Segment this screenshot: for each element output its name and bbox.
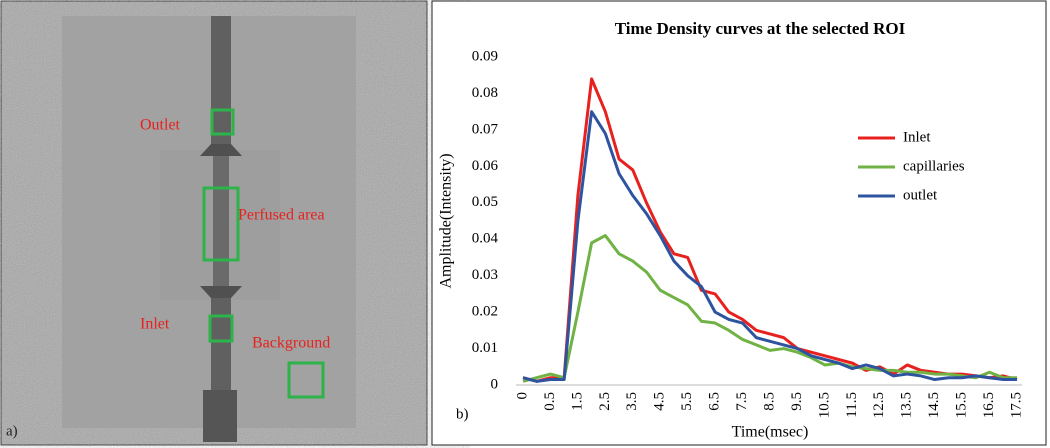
x-tick-label: 0: [514, 392, 530, 400]
chart-frame: [431, 0, 1047, 446]
legend-label: capillaries: [903, 158, 965, 174]
vessel: [211, 16, 231, 146]
legend-label: Inlet: [903, 129, 931, 145]
panel-label: a): [6, 423, 18, 439]
y-tick-label: 0.02: [472, 304, 498, 320]
x-tick-label: 13.5: [899, 392, 915, 418]
vessel: [211, 298, 231, 390]
x-tick-label: 2.5: [597, 392, 613, 411]
roi-box: [287, 361, 325, 399]
x-tick-label: 16.5: [981, 392, 997, 418]
vessel: [203, 390, 237, 442]
roi-label: Background: [252, 335, 330, 352]
x-tick-label: 4.5: [652, 392, 668, 411]
x-tick-label: 6.5: [707, 392, 723, 411]
roi-box: [208, 314, 234, 343]
x-tick-label: 8.5: [761, 392, 777, 411]
y-tick-label: 0.01: [472, 340, 498, 356]
vessel: [200, 144, 242, 156]
x-tick-label: 14.5: [926, 392, 942, 418]
x-tick-label: 12.5: [871, 392, 887, 418]
x-tick-label: 7.5: [734, 392, 750, 411]
x-tick-label: 15.5: [954, 392, 970, 418]
roi-label: Inlet: [140, 316, 170, 333]
roi-label: Perfused area: [238, 207, 325, 224]
series-line: [522, 110, 1017, 383]
x-tick-label: 1.5: [569, 392, 585, 411]
image-panel: Outlet Perfused area Inlet Background a): [0, 0, 428, 446]
roi-label: Outlet: [140, 117, 181, 134]
y-tick-label: 0.05: [472, 194, 498, 210]
panel-label: b): [456, 406, 469, 422]
y-tick-label: 0: [491, 376, 499, 392]
x-tick-label: 11.5: [844, 392, 860, 418]
y-tick-label: 0.09: [472, 48, 498, 64]
y-axis-label: Amplitude(Intensity): [438, 153, 455, 288]
x-tick-label: 10.5: [816, 392, 832, 418]
x-tick-label: 17.5: [1008, 392, 1024, 418]
series-line: [522, 77, 1018, 383]
x-tick-label: 5.5: [679, 392, 695, 411]
y-tick-label: 0.06: [472, 158, 499, 174]
y-tick-label: 0.04: [472, 231, 499, 247]
vessel: [213, 156, 229, 286]
y-tick-label: 0.03: [472, 267, 498, 283]
roi-box: [202, 186, 240, 262]
x-tick-label: 9.5: [789, 392, 805, 411]
y-tick-label: 0.07: [472, 121, 499, 137]
series-line: [522, 234, 1017, 383]
y-tick-label: 0.08: [472, 85, 498, 101]
x-tick-label: 0.5: [542, 392, 558, 411]
vessel: [200, 286, 242, 298]
x-axis-label: Time(msec): [732, 424, 809, 441]
roi-box: [210, 108, 235, 136]
legend-label: outlet: [903, 187, 938, 203]
chart-title: Time Density curves at the selected ROI: [615, 19, 906, 38]
x-tick-label: 3.5: [624, 392, 640, 411]
